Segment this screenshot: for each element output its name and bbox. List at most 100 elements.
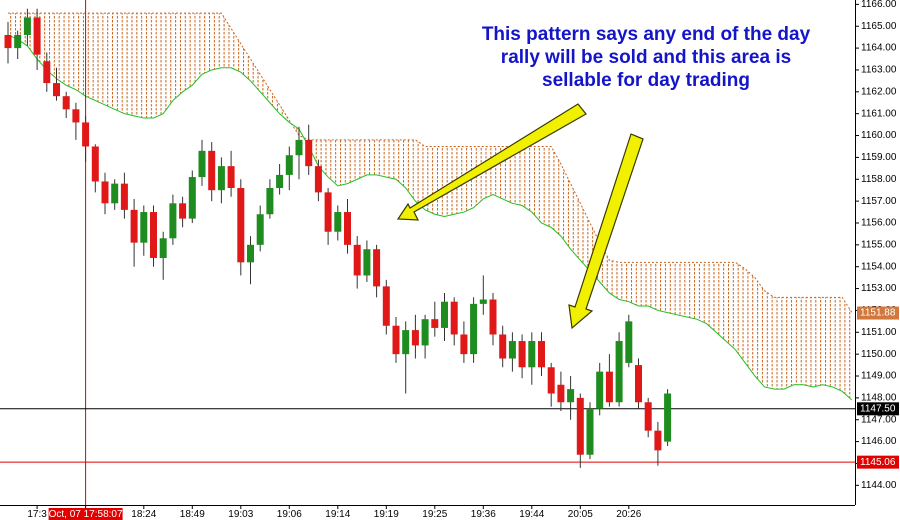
candle-body — [169, 203, 177, 239]
candle-body — [538, 341, 545, 368]
y-tick-label: 1147.00 — [861, 414, 897, 425]
y-tick-label: 1162.00 — [861, 86, 897, 97]
candle-body — [625, 321, 633, 363]
candle-body — [120, 183, 128, 210]
cloud-lower-line — [7, 34, 853, 401]
y-tick-label: 1165.00 — [861, 21, 897, 32]
candle-body — [266, 188, 274, 215]
candle-body — [276, 174, 284, 189]
y-tick-label: 1151.00 — [861, 327, 897, 338]
candle-body — [179, 203, 187, 219]
x-tick-label: 19:44 — [519, 509, 544, 520]
candle-body — [373, 249, 381, 287]
y-tick-label: 1158.00 — [861, 174, 897, 185]
y-tick-label: 1164.00 — [861, 43, 897, 54]
candle-body — [227, 166, 235, 189]
x-tick-label: 17:3 — [27, 509, 47, 520]
x-tick-label: 19:25 — [422, 509, 447, 520]
x-highlight — [48, 508, 123, 520]
cloud-upper-line — [8, 12, 853, 313]
annotation: sellable for day trading — [542, 70, 750, 91]
candle-body — [324, 192, 332, 232]
x-tick-label: 19:06 — [277, 509, 302, 520]
plot-area — [0, 0, 855, 505]
candle-body — [14, 34, 22, 49]
y-tick-label: 1157.00 — [861, 196, 897, 207]
arrow — [568, 133, 644, 330]
y-tick-label: 1161.00 — [861, 108, 897, 119]
candle-body — [33, 17, 41, 55]
annotation: rally will be sold and this area is — [501, 47, 791, 68]
price-marker-label: 1151.88 — [860, 308, 896, 319]
candle-body — [644, 402, 652, 431]
candle-body — [43, 61, 51, 84]
candle-body — [217, 166, 225, 191]
y-tick-label: 1153.00 — [861, 283, 897, 294]
price-marker-label: 1145.06 — [860, 457, 896, 468]
candle-body — [664, 393, 672, 442]
candle-body — [334, 212, 342, 232]
y-tick-label: 1144.00 — [861, 480, 897, 491]
candle-body — [518, 341, 526, 368]
x-tick-label: 19:36 — [471, 509, 496, 520]
candle-body — [421, 319, 429, 346]
candle-body — [654, 430, 662, 451]
candle-body — [256, 214, 264, 245]
candle-body — [557, 384, 565, 403]
candle-body — [499, 334, 507, 359]
candle-body — [285, 155, 293, 175]
y-tick-label: 1146.00 — [861, 436, 897, 447]
candle-body — [344, 212, 351, 245]
x-tick-label: Oct, 07 17:58:07 — [49, 509, 123, 520]
y-tick-label: 1148.00 — [861, 393, 897, 404]
candle-body — [82, 122, 90, 147]
candle-body — [150, 212, 157, 258]
candle-body — [431, 319, 439, 328]
candle-body — [596, 371, 604, 409]
x-tick-label: 19:14 — [325, 509, 350, 520]
candle-body — [411, 330, 419, 346]
candle-body — [198, 150, 206, 178]
candle-body — [53, 83, 60, 97]
candle-body — [363, 249, 371, 276]
candle-body — [402, 330, 410, 355]
annotation-arrows — [396, 103, 644, 330]
candle-body — [140, 212, 148, 243]
x-tick-label: 18:49 — [180, 509, 205, 520]
x-tick-label: 20:05 — [568, 509, 593, 520]
y-tick-label: 1166.00 — [861, 0, 897, 10]
y-tick-label: 1150.00 — [861, 349, 897, 360]
candle-body — [91, 146, 99, 182]
arrow — [396, 103, 587, 221]
candle-body — [130, 209, 138, 243]
candle-body — [62, 96, 70, 110]
candle-body — [450, 301, 458, 335]
candle-body — [441, 301, 448, 328]
candle-body — [605, 371, 613, 403]
candle-body — [237, 188, 245, 263]
y-tick-label: 1160.00 — [861, 130, 897, 141]
price-marker — [857, 402, 899, 416]
candle-body — [295, 139, 303, 156]
candle-body — [586, 408, 594, 455]
candle-body — [23, 17, 31, 35]
candle-body — [353, 244, 361, 276]
candle-body — [508, 341, 516, 359]
cloud-area — [8, 13, 852, 401]
y-tick-label: 1156.00 — [861, 218, 897, 229]
y-tick-label: 1159.00 — [861, 152, 897, 163]
candle-body — [188, 177, 196, 219]
candle-body — [111, 183, 119, 204]
annotation: This pattern says any end of the day — [482, 24, 811, 45]
x-tick-label: 18:24 — [131, 509, 156, 520]
candle-body — [547, 367, 555, 394]
candle-body — [208, 150, 216, 191]
candle-body — [159, 238, 167, 258]
price-marker-label: 1147.50 — [860, 403, 896, 414]
candle-body — [392, 325, 400, 355]
candle-body — [460, 334, 468, 355]
candle-body — [4, 34, 12, 49]
candle-body — [314, 166, 322, 193]
price-marker — [857, 455, 899, 469]
